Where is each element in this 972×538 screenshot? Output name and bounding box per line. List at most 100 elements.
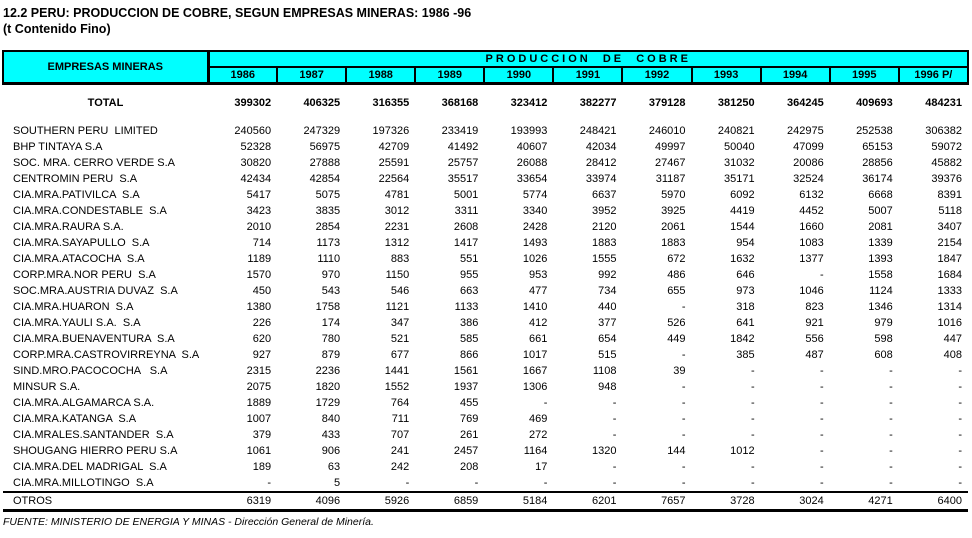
- value-cell: 272: [529, 429, 548, 441]
- value-cell: 5: [334, 477, 341, 489]
- value-cell: 30820: [240, 157, 272, 169]
- value-cell: 5970: [661, 189, 686, 201]
- value-cell: 677: [390, 349, 410, 361]
- value-cell: 970: [321, 269, 341, 281]
- table-row: CIA.MRA.DEL MADRIGAL S.A 189 63 242 208 17 - - -…: [3, 459, 968, 475]
- value-cell: 1346: [868, 301, 893, 313]
- value-cell: -: [820, 269, 824, 281]
- value-cell: 487: [805, 349, 824, 361]
- company-name: BHP TINTAYA S.A: [13, 141, 103, 153]
- value-cell: 39376: [931, 173, 962, 185]
- company-name: CIA.MRA.RAURA S.A.: [13, 221, 124, 233]
- value-cell: 4419: [730, 205, 755, 217]
- value-cell: 368168: [441, 97, 479, 109]
- table-row: CIA.MRA.YAULI S.A. S.A 226 174 347 386 412 377…: [3, 315, 968, 331]
- value-cell: 546: [390, 285, 410, 297]
- value-cell: 5184: [484, 491, 554, 512]
- company-name: CIA.MRA.ALGAMARCA S.A.: [13, 397, 155, 409]
- value-cell: 45882: [931, 157, 962, 169]
- value-cell: 33974: [585, 173, 617, 185]
- value-cell: 49997: [654, 141, 686, 153]
- value-cell: -: [267, 477, 272, 489]
- value-cell: 1558: [868, 269, 893, 281]
- value-cell: 5417: [246, 189, 272, 201]
- value-cell: 543: [321, 285, 341, 297]
- value-cell: 208: [459, 461, 479, 473]
- value-cell: -: [750, 397, 755, 409]
- table-row: SIND.MRO.PACOCOCHA S.A 2315 2236 1441 1561 16…: [3, 363, 968, 379]
- company-name: SOC.MRA.AUSTRIA DUVAZ S.A: [13, 285, 178, 297]
- value-cell: -: [958, 445, 962, 457]
- value-cell: 40607: [516, 141, 548, 153]
- value-cell: 769: [459, 413, 479, 425]
- value-cell: 1883: [661, 237, 686, 249]
- value-cell: -: [750, 413, 755, 425]
- company-name: CENTROMIN PERU S.A: [13, 173, 138, 185]
- value-cell: 247329: [303, 125, 341, 137]
- value-cell: 1660: [799, 221, 824, 233]
- value-cell: 20086: [793, 157, 824, 169]
- value-cell: 6637: [591, 189, 617, 201]
- value-cell: 233419: [441, 125, 479, 137]
- table-row: CIA.MRA.BUENAVENTURA S.A 620 780 521 585 661 6…: [3, 331, 968, 347]
- value-cell: -: [889, 365, 893, 377]
- value-cell: 42434: [240, 173, 272, 185]
- value-cell: 551: [459, 253, 479, 265]
- value-cell: 3407: [937, 221, 962, 233]
- value-cell: 409693: [856, 97, 893, 109]
- year-header: 1993: [690, 66, 762, 85]
- value-cell: 189: [252, 461, 272, 473]
- value-cell: 883: [390, 253, 410, 265]
- value-cell: 1108: [592, 365, 617, 377]
- value-cell: 22564: [378, 173, 410, 185]
- value-cell: 33654: [516, 173, 548, 185]
- company-name: SIND.MRO.PACOCOCHA S.A: [13, 365, 168, 377]
- company-name: CIA.MRA.DEL MADRIGAL S.A: [13, 461, 167, 473]
- table-row: CIA.MRA.MILLOTINGO S.A - 5 - - - - - - - - -: [3, 475, 968, 492]
- value-cell: 2608: [453, 221, 479, 233]
- value-cell: 641: [736, 317, 755, 329]
- value-cell: 3024: [760, 491, 830, 512]
- value-cell: 197326: [372, 125, 410, 137]
- value-cell: 406325: [303, 97, 341, 109]
- value-cell: 655: [667, 285, 686, 297]
- table-row: CIA.MRA.PATIVILCA S.A 5417 5075 4781 5001 577…: [3, 187, 968, 203]
- value-cell: 927: [252, 349, 272, 361]
- value-cell: 5001: [453, 189, 479, 201]
- value-cell: -: [750, 381, 755, 393]
- table-row: BHP TINTAYA S.A 52328 56975 42709 41492 40607…: [3, 139, 968, 155]
- value-cell: -: [750, 365, 755, 377]
- value-cell: 1820: [315, 381, 341, 393]
- value-cell: 1339: [868, 237, 893, 249]
- value-cell: 2075: [246, 381, 272, 393]
- value-cell: -: [889, 445, 893, 457]
- year-header: 1989: [414, 66, 486, 85]
- value-cell: 1017: [522, 349, 548, 361]
- value-cell: 5926: [346, 491, 416, 512]
- company-name: CIA.MRA.ATACOCHA S.A: [13, 253, 145, 265]
- value-cell: 385: [736, 349, 755, 361]
- table-row: SOUTHERN PERU LIMITED 240560 247329 197326 2…: [3, 123, 968, 139]
- value-cell: 1410: [522, 301, 548, 313]
- value-cell: 1441: [384, 365, 410, 377]
- table-header: EMPRESAS MINERAS PRODUCCION DE COBRE 198…: [2, 50, 970, 85]
- value-cell: 1121: [385, 301, 410, 313]
- value-cell: 973: [736, 285, 755, 297]
- value-cell: 477: [529, 285, 548, 297]
- value-cell: 240560: [234, 125, 272, 137]
- value-cell: 3012: [384, 205, 410, 217]
- value-cell: 241: [390, 445, 410, 457]
- value-cell: 242: [390, 461, 410, 473]
- value-cell: 8391: [937, 189, 962, 201]
- value-cell: 714: [252, 237, 272, 249]
- value-cell: 1842: [730, 333, 755, 345]
- value-cell: -: [958, 381, 962, 393]
- value-cell: 4096: [277, 491, 347, 512]
- value-cell: 25757: [447, 157, 479, 169]
- company-name: SHOUGANG HIERRO PERU S.A: [13, 445, 178, 457]
- value-cell: 252538: [856, 125, 893, 137]
- value-cell: 56975: [309, 141, 341, 153]
- value-cell: 450: [252, 285, 272, 297]
- value-cell: 4781: [384, 189, 410, 201]
